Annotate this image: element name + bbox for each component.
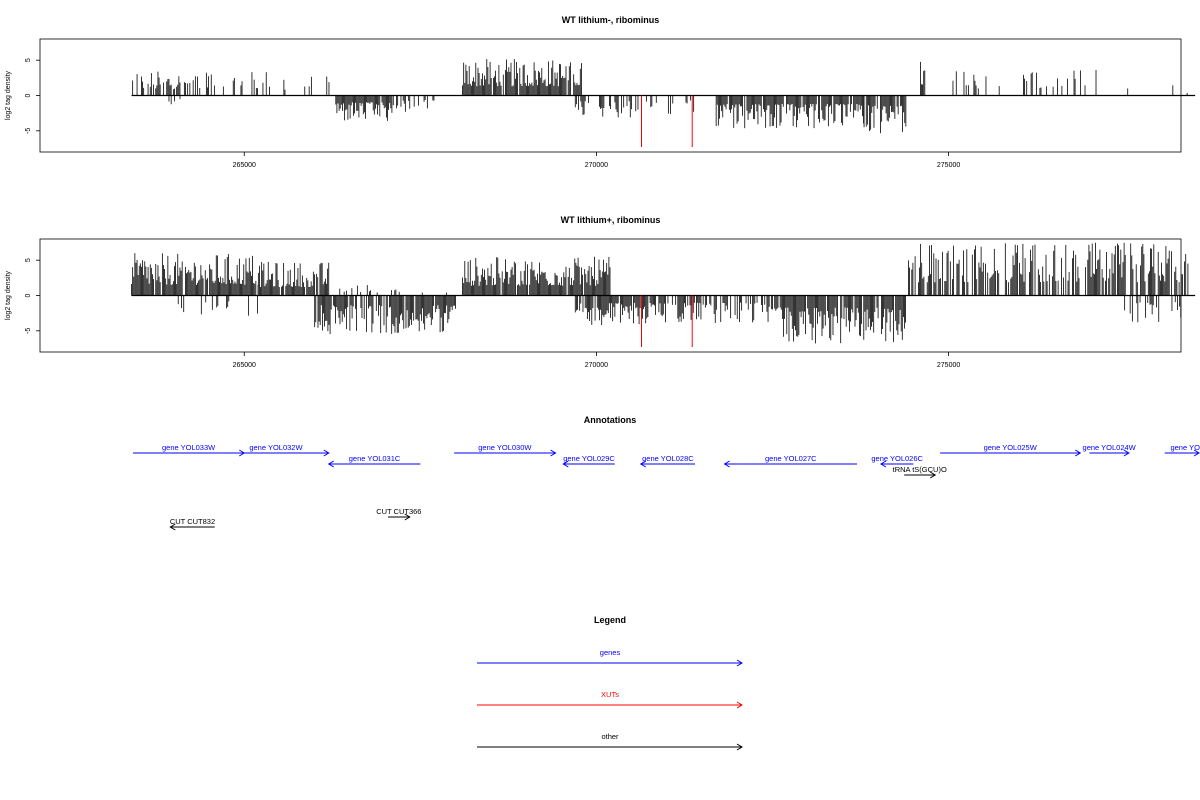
annotation-label: gene YO bbox=[1170, 443, 1200, 452]
chart-title: WT lithium-, ribominus bbox=[562, 15, 660, 25]
legend-label: genes bbox=[600, 648, 621, 657]
annotation-feature: gene YOL028C bbox=[639, 454, 696, 468]
annotation-arrow-head bbox=[1123, 449, 1130, 457]
y-tick-label: -5 bbox=[25, 128, 32, 134]
annotation-feature: tRNA tS(GCU)O bbox=[893, 465, 947, 479]
annotation-label: tRNA tS(GCU)O bbox=[893, 465, 947, 474]
annotation-arrow-head bbox=[879, 460, 887, 468]
legend-label: XUTs bbox=[601, 690, 619, 699]
y-tick-label: 5 bbox=[25, 258, 32, 262]
annotation-label: gene YOL028C bbox=[642, 454, 694, 463]
y-axis-label: log2 tag density bbox=[5, 270, 12, 320]
y-tick-label: -5 bbox=[25, 328, 32, 334]
annotation-arrow-head bbox=[562, 460, 569, 468]
annotation-label: gene YOL024W bbox=[1083, 443, 1137, 452]
annotation-arrow-head bbox=[327, 460, 335, 468]
density-bars bbox=[131, 242, 1189, 344]
annotation-arrow-head bbox=[639, 460, 647, 468]
legend-title: Legend bbox=[594, 615, 626, 625]
x-tick-label: 270000 bbox=[585, 362, 608, 369]
x-tick-label: 275000 bbox=[937, 362, 960, 369]
annotation-label: gene YOL027C bbox=[765, 454, 817, 463]
density-bars bbox=[132, 59, 1188, 134]
annotation-label: gene YOL030W bbox=[478, 443, 532, 452]
annotation-arrow-head bbox=[404, 513, 411, 521]
annotation-arrow-head bbox=[323, 449, 330, 457]
x-tick-label: 265000 bbox=[233, 362, 256, 369]
annotation-label: gene YOL026C bbox=[871, 454, 923, 463]
legend-label: other bbox=[601, 732, 619, 741]
annotation-label: gene YOL025W bbox=[984, 443, 1038, 452]
annotation-feature: gene YOL026C bbox=[871, 454, 924, 468]
y-tick-label: 0 bbox=[25, 293, 32, 297]
annotations-title: Annotations bbox=[584, 415, 637, 425]
annotation-feature: gene YOL033W bbox=[132, 443, 246, 457]
legend-item: XUTs bbox=[477, 690, 743, 709]
annotation-label: gene YOL032W bbox=[249, 443, 303, 452]
annotation-label: gene YOL029C bbox=[563, 454, 615, 463]
y-tick-label: 0 bbox=[25, 93, 32, 97]
annotation-feature: CUT CUT366 bbox=[376, 507, 421, 521]
legend-arrow-head bbox=[736, 743, 743, 751]
annotation-label: CUT CUT366 bbox=[376, 507, 421, 516]
track-panel-1: WT lithium-, ribominus log2 tag density 5 0… bbox=[5, 15, 1196, 169]
y-axis-label: log2 tag density bbox=[5, 70, 12, 120]
annotation-feature: gene YOL029C bbox=[562, 454, 615, 468]
legend-item: genes bbox=[477, 648, 743, 667]
annotation-feature: gene YOL025W bbox=[940, 443, 1082, 457]
x-tick-label: 270000 bbox=[585, 162, 608, 169]
annotation-arrow-head bbox=[929, 471, 937, 479]
annotation-arrow-head bbox=[550, 449, 557, 457]
track-panel-2: WT lithium+, ribominus log2 tag density 5 0… bbox=[5, 215, 1196, 369]
annotation-feature: gene YOL024W bbox=[1083, 443, 1137, 457]
annotation-arrow-head bbox=[169, 523, 176, 531]
annotation-label: gene YOL033W bbox=[162, 443, 216, 452]
annotation-feature: gene YO bbox=[1164, 443, 1200, 457]
legend-item: other bbox=[477, 732, 743, 751]
annotation-arrow-head bbox=[1193, 449, 1200, 457]
annotation-feature: gene YOL030W bbox=[454, 443, 557, 457]
annotation-feature: gene YOL032W bbox=[173, 443, 330, 457]
annotation-label: CUT CUT832 bbox=[170, 517, 215, 526]
x-tick-label: 265000 bbox=[233, 162, 256, 169]
annotation-feature: gene YOL031C bbox=[327, 454, 421, 468]
legend-arrow-head bbox=[736, 659, 743, 667]
annotations-track: Annotations gene YOL033W gene YOL032W gene … bbox=[132, 415, 1200, 531]
annotation-feature: CUT CUT832 bbox=[169, 517, 215, 531]
annotation-label: gene YOL031C bbox=[349, 454, 401, 463]
legend: Legend genes XUTs other bbox=[477, 615, 743, 751]
y-tick-label: 5 bbox=[25, 58, 32, 62]
legend-arrow-head bbox=[736, 701, 743, 709]
annotation-arrow-head bbox=[723, 460, 730, 468]
annotation-arrow-head bbox=[1075, 449, 1082, 457]
x-tick-label: 275000 bbox=[937, 162, 960, 169]
annotation-feature: gene YOL027C bbox=[723, 454, 858, 468]
chart-title: WT lithium+, ribominus bbox=[561, 215, 661, 225]
